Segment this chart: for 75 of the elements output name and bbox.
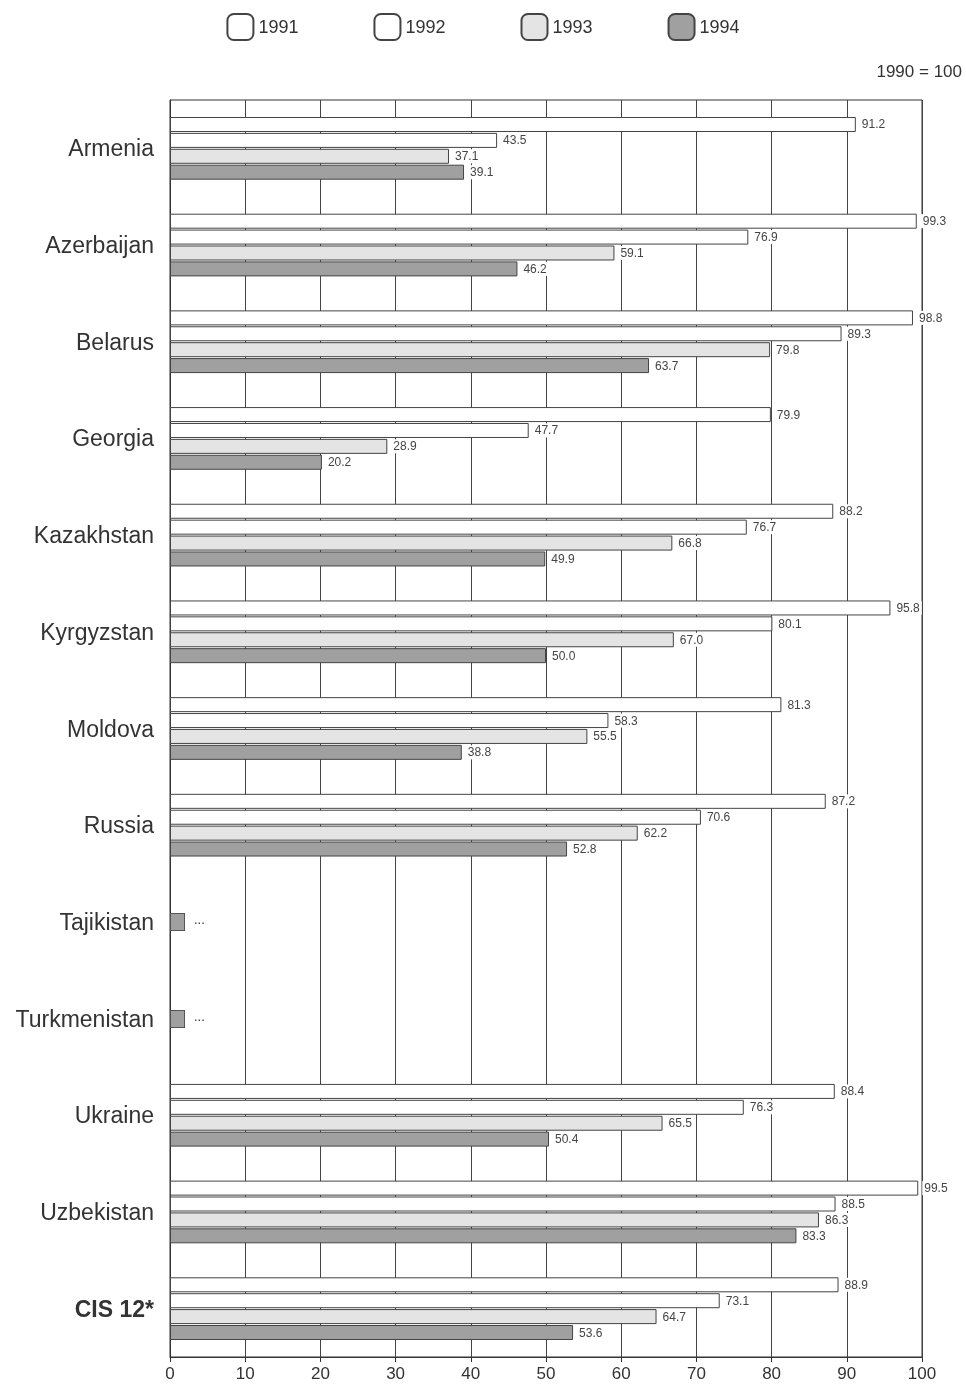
y-tick-label: Georgia (72, 425, 155, 452)
data-label: 47.7 (534, 423, 559, 438)
data-label: 39.1 (470, 165, 494, 180)
data-label: 64.7 (662, 1309, 687, 1324)
data-label: 49.9 (551, 551, 575, 566)
x-tick-label: 80 (762, 1364, 782, 1383)
x-tick-label: 60 (611, 1364, 631, 1383)
data-label: 70.6 (706, 810, 731, 825)
data-label: 83.3 (802, 1228, 827, 1243)
data-label: 89.3 (847, 326, 872, 341)
data-label: 46.2 (523, 261, 548, 276)
y-tick-label: Armenia (68, 135, 155, 162)
y-tick-label: Azerbaijan (45, 232, 154, 259)
data-label: 80.1 (778, 616, 803, 631)
data-label: 88.5 (841, 1197, 866, 1212)
x-tick-label: 100 (907, 1364, 937, 1383)
data-label: 58.3 (614, 713, 639, 728)
y-tick-label: Kazakhstan (33, 522, 154, 549)
x-tick-label: 90 (837, 1364, 857, 1383)
y-tick-label: CIS 12* (74, 1295, 155, 1322)
data-label: 99.5 (924, 1181, 948, 1196)
data-label: 37.1 (454, 149, 479, 164)
legend-label: 1991 (258, 17, 299, 37)
legend-label: 1993 (552, 17, 593, 37)
legend-label: 1992 (405, 17, 446, 37)
annotation: ... (194, 911, 205, 927)
y-tick-label: Russia (83, 812, 155, 839)
data-label: 76.3 (749, 1100, 774, 1115)
data-label: 76.7 (752, 520, 777, 535)
data-label: 87.2 (831, 794, 856, 809)
y-tick-label: Ukraine (74, 1102, 154, 1129)
y-tick-label: Kyrgyzstan (40, 618, 154, 645)
data-label: 62.2 (643, 826, 668, 841)
data-label: 65.5 (668, 1116, 693, 1131)
data-label: 67.0 (679, 632, 704, 647)
data-label: 28.9 (393, 439, 418, 454)
data-label: 52.8 (573, 842, 597, 857)
legend-label: 1994 (699, 17, 740, 37)
data-label: 20.2 (327, 455, 352, 470)
y-tick-label: Tajikistan (59, 908, 154, 935)
data-label: 76.9 (754, 230, 778, 245)
data-label: 59.1 (620, 245, 645, 260)
y-tick-label: Turkmenistan (15, 1005, 154, 1032)
data-label: 73.1 (725, 1293, 750, 1308)
data-label: 79.9 (776, 407, 801, 422)
x-tick-label: 10 (235, 1364, 255, 1383)
x-tick-label: 40 (461, 1364, 481, 1383)
data-label: 79.8 (776, 342, 800, 357)
data-label: 81.3 (787, 697, 812, 712)
data-label: 98.8 (918, 310, 943, 325)
data-label: 38.8 (467, 745, 492, 760)
data-label: 50.0 (552, 648, 576, 663)
x-tick-label: 50 (536, 1364, 556, 1383)
text: 1990 = 100 (876, 62, 962, 82)
data-label: 88.4 (840, 1084, 865, 1099)
data-label: 99.3 (922, 214, 947, 229)
data-label: 66.8 (678, 536, 703, 551)
data-label: 55.5 (593, 729, 618, 744)
data-label: 50.4 (555, 1132, 579, 1147)
data-label: 95.8 (896, 600, 921, 615)
y-tick-label: Moldova (67, 715, 155, 742)
data-label: 63.7 (655, 358, 679, 373)
annotation: ... (194, 1008, 205, 1024)
y-tick-label: Belarus (76, 328, 154, 355)
x-tick-label: 20 (310, 1364, 330, 1383)
y-tick-label: Uzbekistan (40, 1198, 154, 1225)
data-label: 43.5 (503, 133, 527, 148)
data-label: 88.9 (844, 1277, 869, 1292)
data-label: 88.2 (839, 504, 863, 519)
x-tick-label: 30 (386, 1364, 406, 1383)
x-tick-label: 0 (165, 1364, 175, 1383)
x-tick-label: 70 (686, 1364, 706, 1383)
data-label: 91.2 (861, 117, 886, 132)
data-label: 53.6 (579, 1325, 603, 1340)
data-label: 86.3 (824, 1212, 849, 1227)
